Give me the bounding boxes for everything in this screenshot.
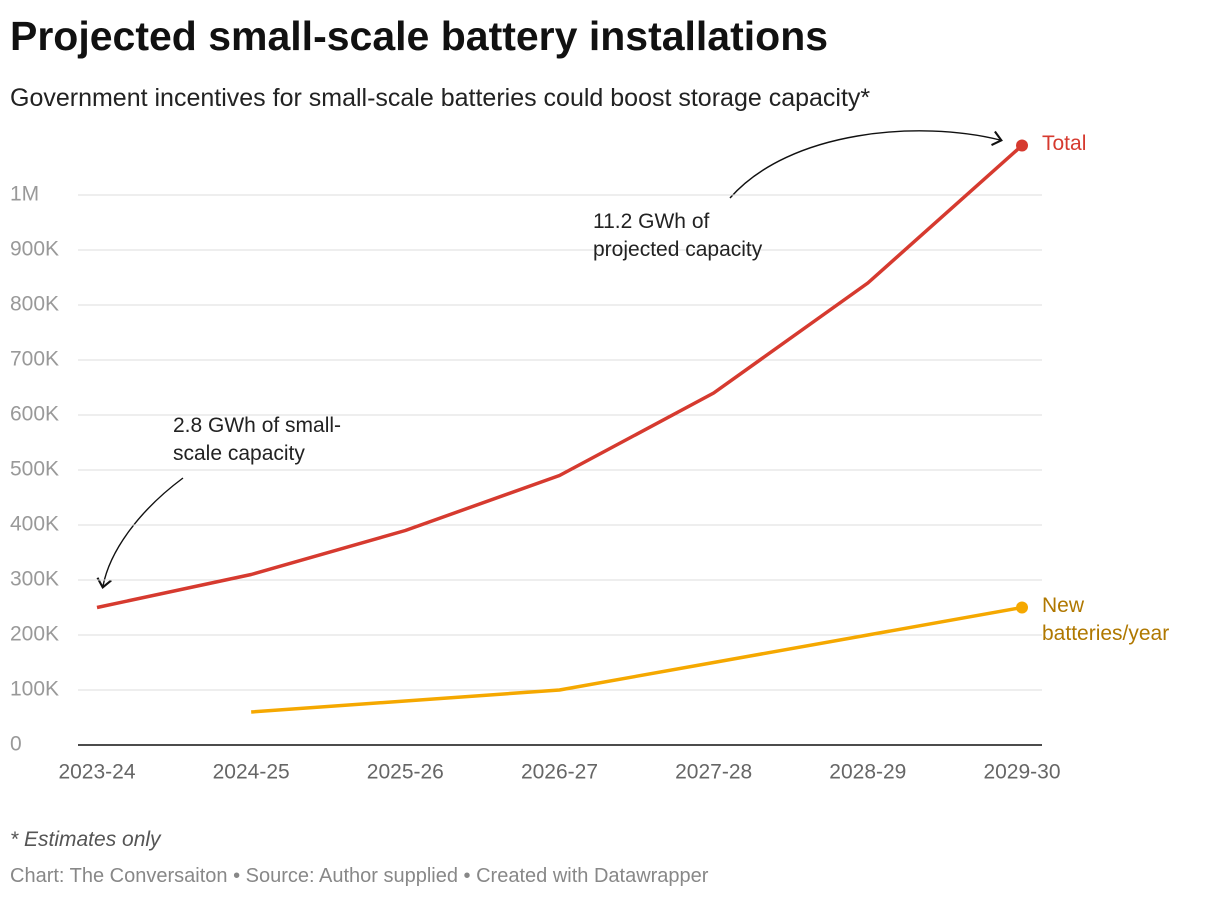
y-tick-label: 800K	[10, 293, 59, 316]
y-tick-label: 900K	[10, 238, 59, 261]
y-tick-label: 600K	[10, 403, 59, 426]
x-tick-label: 2023-24	[58, 761, 135, 784]
y-tick-label: 200K	[10, 623, 59, 646]
x-tick-label: 2025-26	[367, 761, 444, 784]
y-tick-label: 300K	[10, 568, 59, 591]
x-tick-label: 2026-27	[521, 761, 598, 784]
x-tick-label: 2024-25	[213, 761, 290, 784]
chart-subtitle: Government incentives for small-scale ba…	[10, 84, 871, 112]
chart-title: Projected small-scale battery installati…	[10, 13, 829, 59]
annotation: 11.2 GWh of projected capacity	[593, 210, 763, 261]
series-line	[251, 605, 1023, 714]
y-tick-label: 100K	[10, 678, 59, 701]
annotation-arrow	[729, 130, 1003, 199]
series-label: Total	[1042, 131, 1087, 155]
series-label: New batteries/year	[1042, 593, 1170, 645]
series-line	[96, 144, 1024, 610]
y-tick-label: 1M	[10, 183, 39, 206]
x-tick-label: 2029-30	[983, 761, 1060, 784]
y-tick-label: 700K	[10, 348, 59, 371]
x-tick-label: 2028-29	[829, 761, 906, 784]
y-tick-label: 500K	[10, 458, 59, 481]
annotation-arrow	[96, 477, 184, 589]
end-point	[1016, 139, 1028, 152]
credits: Chart: The Conversaiton • Source: Author…	[10, 865, 709, 887]
footnote: * Estimates only	[10, 828, 161, 851]
x-tick-label: 2027-28	[675, 761, 752, 784]
y-tick-label: 0	[10, 733, 22, 756]
annotation: 2.8 GWh of small-scale capacity	[173, 414, 342, 465]
y-tick-label: 400K	[10, 513, 59, 536]
end-point	[1016, 601, 1028, 614]
